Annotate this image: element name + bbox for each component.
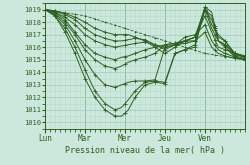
X-axis label: Pression niveau de la mer( hPa ): Pression niveau de la mer( hPa ) bbox=[65, 146, 225, 155]
